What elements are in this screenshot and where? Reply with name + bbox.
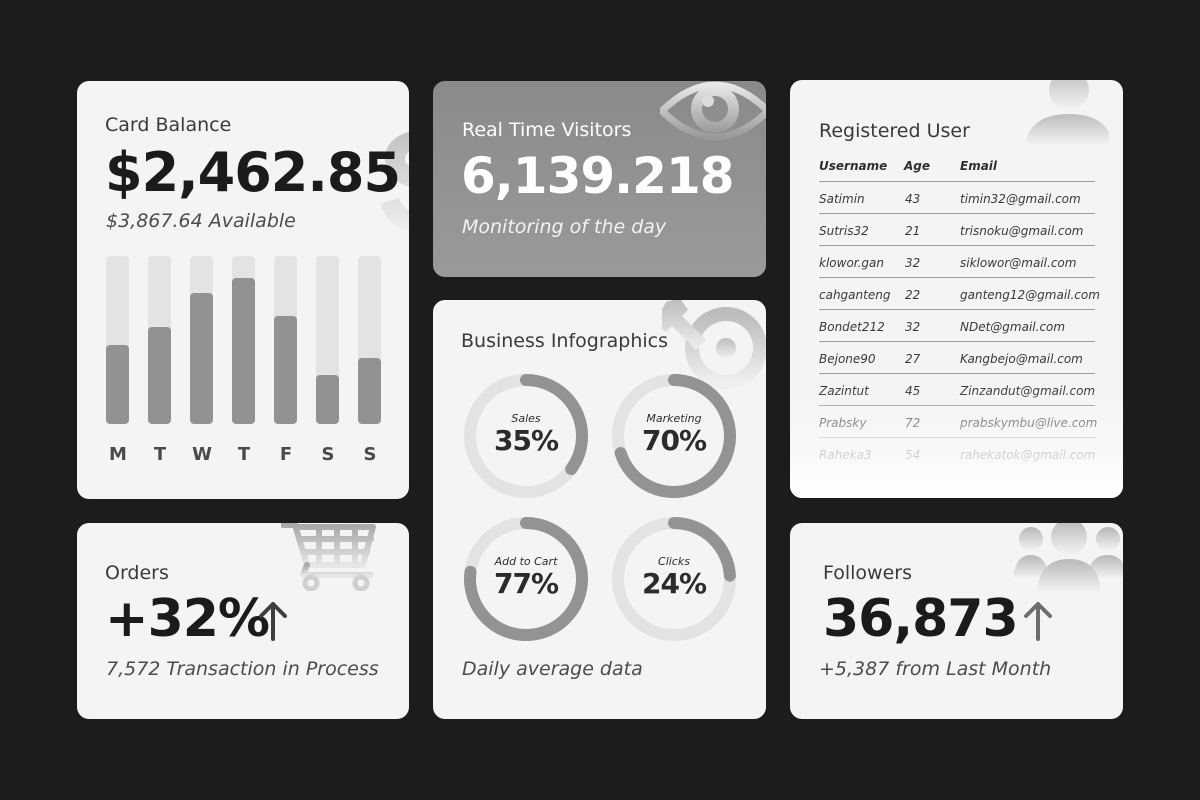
bar-fill	[106, 345, 129, 424]
followers-subtitle: +5,387 from Last Month	[819, 658, 1052, 680]
table-row: Bejone90 27 Kangbejo@mail.com	[819, 341, 1095, 374]
cell-username: Bondet212	[819, 320, 885, 334]
infographics-footer: Daily average data	[462, 658, 643, 680]
day-label: T	[237, 444, 251, 465]
table-fade-overlay	[790, 388, 1123, 498]
cell-email: Kangbejo@mail.com	[960, 352, 1083, 366]
cell-username: Sutris32	[819, 224, 869, 238]
infographics-title: Business Infographics	[461, 330, 669, 352]
column-age: Age	[904, 159, 931, 173]
visitors-count: 6,139.218	[461, 147, 735, 205]
table-row: Satimin 43 timin32@gmail.com	[819, 181, 1095, 214]
followers-title: Followers	[823, 562, 912, 584]
cell-email: siklowor@mail.com	[960, 256, 1077, 270]
registered-user-card: Registered User Username Age Email Satim…	[790, 80, 1123, 498]
donut-label: Clicks	[658, 555, 690, 568]
bar-track	[358, 256, 381, 424]
donut-add-to-cart: Add to Cart 77%	[462, 515, 590, 643]
weekly-bar-chart	[106, 256, 381, 424]
bar-fill	[358, 358, 381, 424]
bar-fill	[316, 375, 339, 424]
column-email: Email	[960, 159, 998, 173]
users-group-icon	[1013, 523, 1123, 593]
wrench-icon	[662, 300, 766, 389]
bar-fill	[274, 316, 297, 424]
cell-age: 32	[905, 256, 921, 270]
user-icon	[1025, 80, 1109, 146]
card-balance-amount: $2,462.85	[105, 141, 401, 204]
donut-label: Add to Cart	[494, 555, 558, 568]
bar-fill	[190, 293, 213, 424]
bar-track	[148, 256, 171, 424]
bar-track	[316, 256, 339, 424]
cell-age: 43	[905, 192, 921, 206]
card-balance-title: Card Balance	[105, 114, 232, 136]
donut-value: 24%	[641, 567, 707, 600]
day-label: M	[109, 444, 127, 465]
visitors-title: Real Time Visitors	[462, 119, 632, 141]
donut-label: Marketing	[646, 412, 702, 425]
infographics-card: Business Infographics Sales 35% Marketing 7…	[433, 300, 766, 719]
cell-username: cahganteng	[819, 288, 891, 302]
followers-card: Followers 36,873 +5,387 from Last Month	[790, 523, 1123, 719]
donut-clicks: Clicks 24%	[610, 515, 738, 643]
table-row: Bondet212 32 NDet@gmail.com	[819, 309, 1095, 342]
cart-icon	[281, 523, 376, 591]
eye-icon	[660, 81, 766, 141]
bar-track	[232, 256, 255, 424]
cell-age: 21	[905, 224, 921, 238]
orders-subtitle: 7,572 Transaction in Process	[106, 658, 379, 680]
cell-email: ganteng12@gmail.com	[960, 288, 1100, 302]
arrow-up-icon	[259, 602, 287, 641]
donut-arc	[464, 374, 588, 498]
cell-age: 32	[905, 320, 921, 334]
followers-value: 36,873	[823, 589, 1019, 649]
cell-username: Satimin	[819, 192, 865, 206]
registered-user-title: Registered User	[819, 120, 970, 142]
cell-age: 27	[905, 352, 921, 366]
day-label: W	[192, 444, 212, 465]
visitors-card: Real Time Visitors 6,139.218 Monitoring …	[433, 81, 766, 277]
bar-fill	[148, 327, 171, 424]
donut-marketing: Marketing 70%	[610, 372, 738, 500]
day-label: S	[363, 444, 377, 465]
table-row: cahganteng 22 ganteng12@gmail.com	[819, 277, 1100, 310]
cell-email: timin32@gmail.com	[960, 192, 1081, 206]
dollar-icon	[381, 132, 409, 231]
donut-value: 70%	[641, 424, 707, 457]
bar-track	[106, 256, 129, 424]
donut-value: 77%	[493, 567, 559, 600]
table-row: Sutris32 21 trisnoku@gmail.com	[819, 213, 1095, 246]
bar-track	[190, 256, 213, 424]
orders-value: +32%	[105, 589, 270, 649]
day-label: T	[153, 444, 167, 465]
card-balance-card: Card Balance $2,462.85 $3,867.64 Availab…	[77, 81, 409, 499]
column-username: Username	[819, 159, 888, 173]
cell-username: Bejone90	[819, 352, 876, 366]
day-label: S	[321, 444, 335, 465]
day-label: F	[279, 444, 293, 465]
bar-fill	[232, 278, 255, 424]
donut-arc	[464, 517, 588, 641]
orders-card: Orders +32% 7,572 Transaction in Process	[77, 523, 409, 719]
donut-value: 35%	[493, 424, 559, 457]
donut-sales: Sales 35%	[462, 372, 590, 500]
visitors-subtitle: Monitoring of the day	[462, 216, 667, 238]
cell-email: NDet@gmail.com	[960, 320, 1066, 334]
donut-label: Sales	[511, 412, 541, 425]
card-balance-available: $3,867.64 Available	[106, 210, 296, 232]
cell-age: 22	[905, 288, 921, 302]
donut-arc	[612, 517, 736, 641]
donut-arc	[612, 374, 736, 498]
bar-track	[274, 256, 297, 424]
cell-email: trisnoku@gmail.com	[960, 224, 1084, 238]
table-row: klowor.gan 32 siklowor@mail.com	[819, 245, 1095, 278]
arrow-up-icon	[1024, 602, 1052, 641]
orders-title: Orders	[105, 562, 169, 584]
cell-username: klowor.gan	[819, 256, 885, 270]
